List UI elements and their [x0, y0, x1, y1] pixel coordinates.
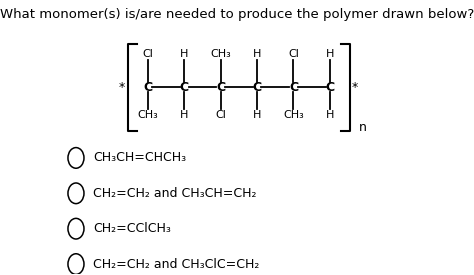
Text: C: C [216, 81, 225, 94]
Text: Cl: Cl [142, 49, 153, 59]
Text: H: H [326, 49, 334, 59]
Text: H: H [253, 110, 261, 120]
Text: H: H [180, 110, 188, 120]
Text: Cl: Cl [215, 110, 226, 120]
Text: CH₂=CH₂ and CH₃CH=CH₂: CH₂=CH₂ and CH₃CH=CH₂ [93, 187, 256, 200]
Text: H: H [180, 49, 188, 59]
Text: H: H [253, 49, 261, 59]
Text: *: * [118, 81, 125, 94]
Text: CH₃: CH₃ [283, 110, 304, 120]
Text: C: C [143, 81, 152, 94]
Text: Cl: Cl [288, 49, 299, 59]
Text: What monomer(s) is/are needed to produce the polymer drawn below?: What monomer(s) is/are needed to produce… [0, 8, 474, 21]
Text: CH₃CH=CHCH₃: CH₃CH=CHCH₃ [93, 152, 186, 164]
Text: C: C [253, 81, 262, 94]
Text: CH₂=CH₂ and CH₃ClC=CH₂: CH₂=CH₂ and CH₃ClC=CH₂ [93, 258, 259, 271]
Text: *: * [352, 81, 358, 94]
Text: CH₃: CH₃ [137, 110, 158, 120]
Text: C: C [180, 81, 189, 94]
Text: H: H [326, 110, 334, 120]
Text: C: C [289, 81, 298, 94]
Text: C: C [325, 81, 335, 94]
Text: CH₂=CClCH₃: CH₂=CClCH₃ [93, 222, 171, 235]
Text: n: n [359, 122, 367, 134]
Text: CH₃: CH₃ [210, 49, 231, 59]
